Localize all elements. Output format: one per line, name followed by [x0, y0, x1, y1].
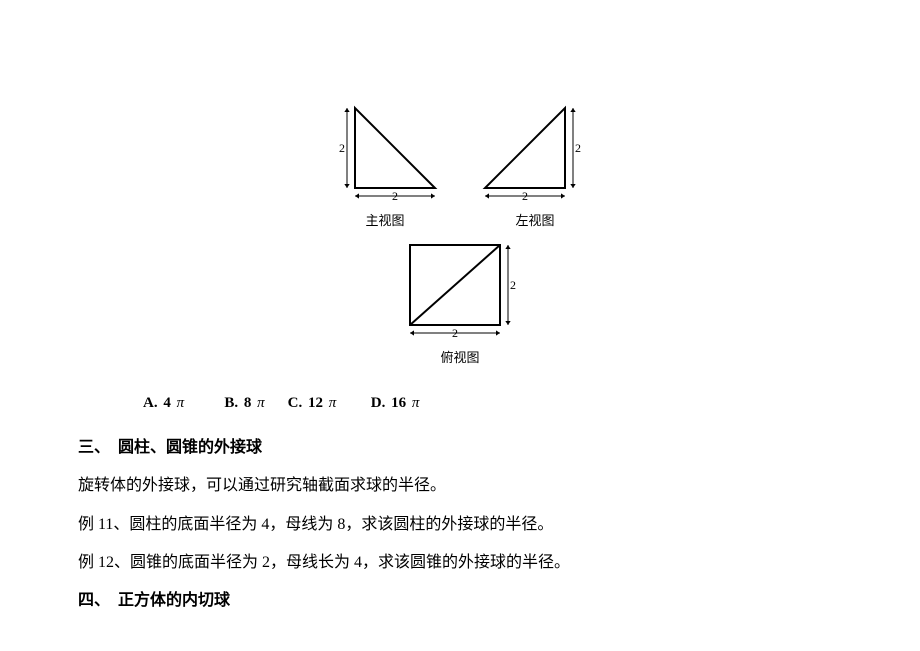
- left-vert-label: 2: [575, 141, 581, 155]
- page: 2 2 主视图 2 2 左视图 2 2: [0, 0, 920, 651]
- left-view-block: 2 2 左视图: [475, 98, 595, 229]
- example-12: 例 12、圆锥的底面半径为 2，母线长为 4，求该圆锥的外接球的半径。: [78, 548, 570, 572]
- top-diagonal: [410, 245, 500, 325]
- choice-c: C. 12: [288, 395, 329, 411]
- front-vert-dim: [344, 108, 349, 188]
- pi-b: π: [257, 395, 265, 411]
- left-view-svg: 2 2: [475, 98, 595, 208]
- front-view-caption: 主视图: [365, 210, 404, 229]
- choice-d: D. 16: [371, 395, 412, 411]
- example-11: 例 11、圆柱的底面半径为 4，母线为 8，求该圆柱的外接球的半径。: [78, 510, 553, 534]
- answer-choices: A. 4 π B. 8 π C. 12 π D. 16 π: [143, 395, 419, 412]
- front-triangle: [355, 108, 435, 188]
- left-horiz-label: 2: [522, 189, 528, 203]
- front-view-block: 2 2 主视图: [325, 98, 445, 229]
- pi-c: π: [329, 395, 337, 411]
- choice-a: A. 4: [143, 395, 177, 411]
- section-4-heading: 四、 正方体的内切球: [78, 586, 230, 610]
- left-view-caption: 左视图: [515, 210, 554, 229]
- bottom-figure-row: 2 2 俯视图: [0, 235, 920, 366]
- left-triangle: [485, 108, 565, 188]
- front-view-svg: 2 2: [325, 98, 445, 208]
- section-3-heading: 三、 圆柱、圆锥的外接球: [78, 433, 262, 457]
- front-vert-label: 2: [339, 141, 345, 155]
- top-view-block: 2 2 俯视图: [395, 235, 525, 366]
- section-3-line-1: 旋转体的外接球，可以通过研究轴截面求球的半径。: [78, 471, 446, 495]
- pi-d: π: [412, 395, 420, 411]
- choice-b: B. 8: [224, 395, 257, 411]
- top-vert-label: 2: [510, 278, 516, 292]
- front-horiz-label: 2: [392, 189, 398, 203]
- top-horiz-label: 2: [452, 326, 458, 340]
- top-view-caption: 俯视图: [440, 347, 479, 366]
- top-figure-row: 2 2 主视图 2 2 左视图: [0, 98, 920, 229]
- top-view-svg: 2 2: [395, 235, 525, 345]
- pi-a: π: [177, 395, 185, 411]
